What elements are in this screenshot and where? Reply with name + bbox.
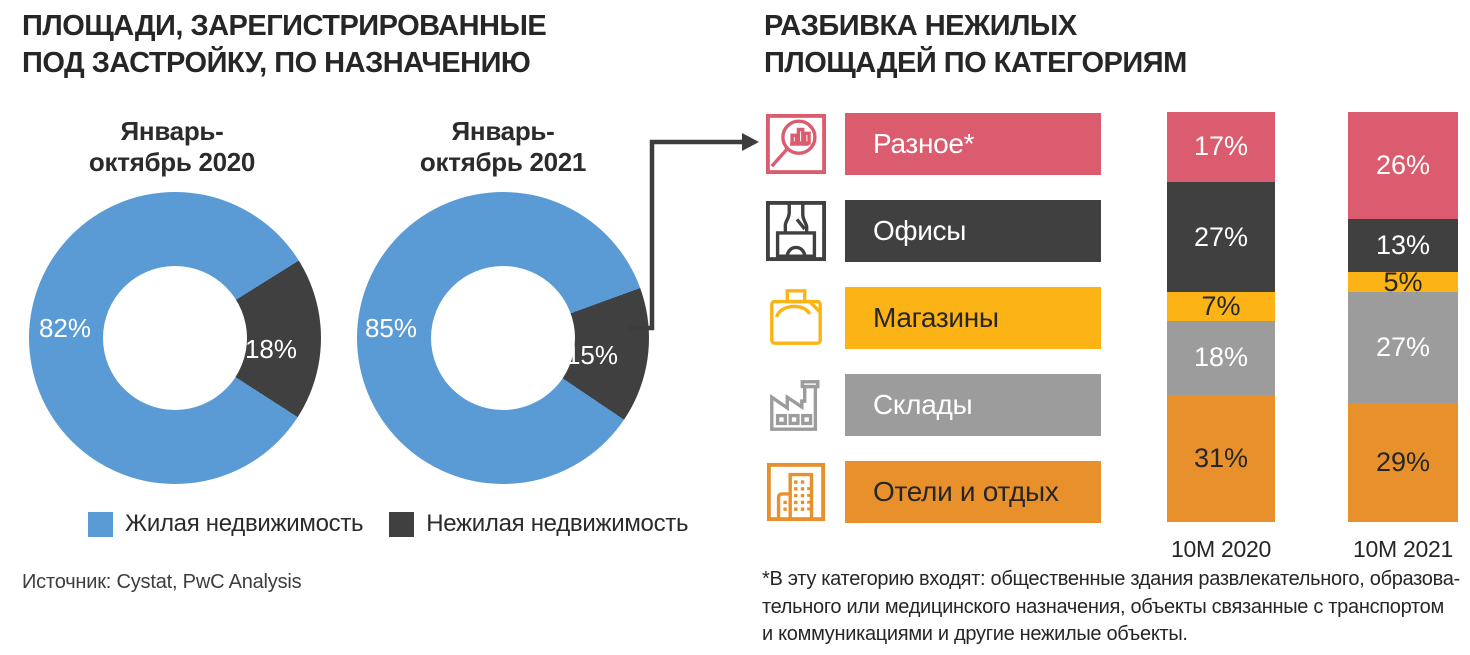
legend-item-residential: Жилая недвижимость: [88, 510, 364, 538]
category-row: Отели и отдых: [765, 461, 1125, 523]
legend-label: Жилая недвижимость: [125, 510, 364, 537]
footnote: *В эту категорию входят: общественные зд…: [762, 568, 1460, 645]
bar-segment: 26%: [1348, 112, 1458, 219]
left-panel-title: ПЛОЩАДИ, ЗАРЕГИСТРИРОВАННЫЕ ПОД ЗАСТРОЙК…: [22, 10, 547, 79]
category-row: Склады: [765, 374, 1125, 436]
category-label: Отели и отдых: [845, 461, 1101, 523]
bar-segment: 18%: [1167, 321, 1275, 395]
legend-item-nonresidential: Нежилая недвижимость: [389, 510, 688, 538]
donut-2020-residential-value: 82%: [38, 313, 92, 343]
category-list: Разное* Офисы Магазины Склады Отели и отдых: [765, 113, 1125, 548]
category-label: Разное*: [845, 113, 1101, 175]
donut-2020-nonresidential-value: 18%: [244, 334, 298, 364]
legend: Жилая недвижимость Нежилая недвижимость: [88, 510, 688, 538]
stacked-bar-10m-2021: 26% 13% 5% 27% 29%: [1348, 112, 1458, 522]
office-building-icon: [765, 200, 827, 262]
donut-2021-nonresidential-value: 15%: [565, 340, 619, 370]
shopping-bag-icon: [765, 287, 827, 349]
donut-chart-2020: [29, 192, 321, 484]
bar-segment: 27%: [1348, 292, 1458, 404]
hotel-buildings-icon: [765, 461, 827, 523]
bar-segment: 31%: [1167, 394, 1275, 522]
donut-2020-subtitle: Январь- октябрь 2020: [88, 116, 256, 177]
axis-label-10m-2021: 10M 2021: [1353, 536, 1453, 562]
category-row: Магазины: [765, 287, 1125, 349]
bar-segment: 5%: [1348, 268, 1458, 295]
donut-chart-2021: [357, 192, 649, 484]
source-note: Источник: Cystat, PwC Analysis: [22, 571, 302, 593]
category-row: Разное*: [765, 113, 1125, 175]
donut-hole: [431, 266, 575, 410]
axis-label-10m-2020: 10M 2020: [1171, 536, 1271, 562]
magnifier-chart-icon: [765, 113, 827, 175]
donut-hole: [103, 266, 247, 410]
stacked-bar-10m-2020: 17% 27% 7% 18% 31%: [1167, 112, 1275, 522]
nonresidential-swatch: [389, 511, 415, 537]
residential-swatch: [88, 511, 113, 537]
category-label: Офисы: [845, 200, 1101, 262]
bar-segment: 27%: [1167, 181, 1275, 293]
category-label: Магазины: [845, 287, 1101, 349]
right-panel-title: РАЗБИВКА НЕЖИЛЫХ ПЛОЩАДЕЙ ПО КАТЕГОРИЯМ: [764, 10, 1187, 79]
category-row: Офисы: [765, 200, 1125, 262]
bar-segment: 17%: [1167, 112, 1275, 182]
donut-2021-subtitle: Январь- октябрь 2021: [419, 116, 587, 177]
factory-icon: [765, 374, 827, 436]
donut-2021-residential-value: 85%: [364, 313, 418, 343]
bar-segment: 13%: [1348, 218, 1458, 272]
legend-label: Нежилая недвижимость: [426, 510, 689, 537]
callout-arrow: [628, 133, 759, 331]
bar-segment: 29%: [1348, 403, 1458, 522]
bar-segment: 7%: [1167, 292, 1275, 322]
category-label: Склады: [845, 374, 1101, 436]
